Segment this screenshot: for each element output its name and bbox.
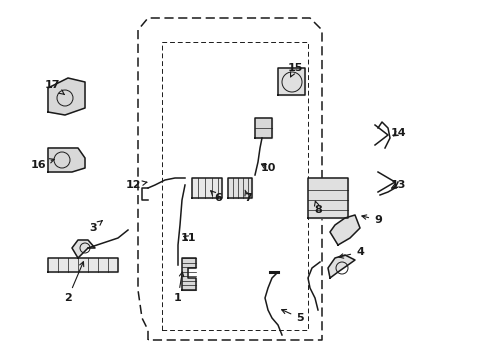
Text: 4: 4 <box>339 247 364 258</box>
Polygon shape <box>48 78 85 115</box>
Text: 15: 15 <box>287 63 303 77</box>
Text: 9: 9 <box>362 215 382 225</box>
Polygon shape <box>192 178 222 198</box>
Text: 12: 12 <box>125 180 147 190</box>
Text: 6: 6 <box>211 191 222 203</box>
Text: 7: 7 <box>244 190 252 203</box>
Polygon shape <box>330 215 360 245</box>
Polygon shape <box>182 258 196 290</box>
Text: 17: 17 <box>44 80 64 95</box>
Text: 13: 13 <box>391 180 406 190</box>
Polygon shape <box>278 68 305 95</box>
Polygon shape <box>48 258 118 272</box>
Text: 1: 1 <box>174 272 184 303</box>
Text: 10: 10 <box>260 163 276 173</box>
Polygon shape <box>48 148 85 172</box>
Text: 16: 16 <box>30 159 54 170</box>
Polygon shape <box>72 240 95 258</box>
Text: 14: 14 <box>390 128 406 138</box>
Text: 3: 3 <box>89 221 102 233</box>
Text: 2: 2 <box>64 262 84 303</box>
Polygon shape <box>255 118 272 138</box>
Polygon shape <box>328 255 355 278</box>
Text: 8: 8 <box>314 201 322 215</box>
Text: 11: 11 <box>180 233 196 243</box>
Text: 5: 5 <box>282 310 304 323</box>
Polygon shape <box>308 178 348 218</box>
Polygon shape <box>228 178 252 198</box>
